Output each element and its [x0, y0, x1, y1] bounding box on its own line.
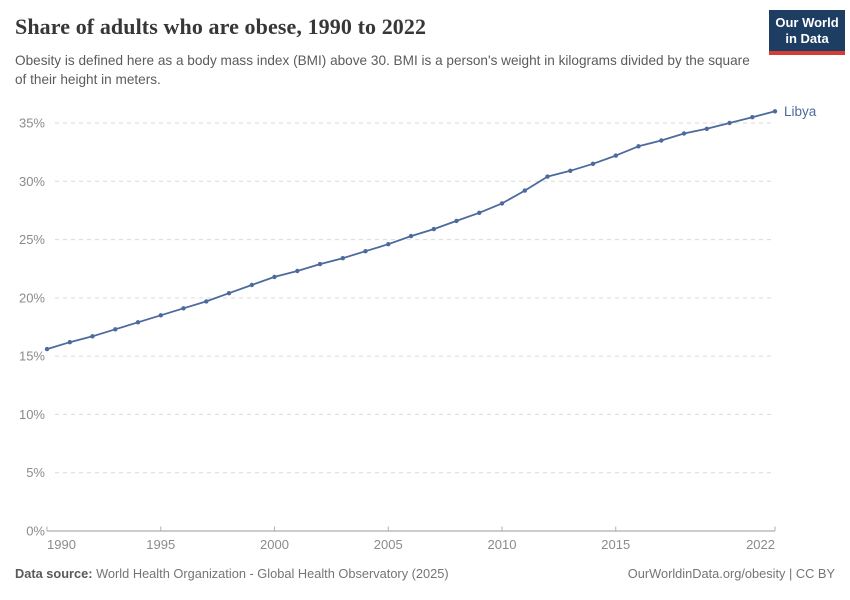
- y-axis-label: 10%: [19, 407, 45, 422]
- x-axis-label: 2005: [374, 537, 403, 552]
- entity-label-libya: Libya: [784, 104, 817, 119]
- owid-logo-line2: in Data: [785, 31, 829, 46]
- data-point: [317, 261, 323, 267]
- y-axis-label: 30%: [19, 174, 45, 189]
- data-point: [135, 320, 141, 325]
- data-point: [113, 327, 118, 332]
- trend-line-libya: [46, 110, 776, 351]
- data-point: [454, 218, 459, 224]
- data-point: [477, 210, 482, 215]
- data-point: [636, 144, 641, 149]
- owid-logo[interactable]: Our World in Data: [769, 10, 845, 55]
- page-title: Share of adults who are obese, 1990 to 2…: [15, 14, 427, 39]
- data-point: [67, 340, 73, 345]
- data-point: [522, 188, 527, 193]
- data-point: [431, 226, 436, 232]
- data-point: [590, 161, 596, 166]
- data-point: [613, 153, 618, 158]
- data-point: [681, 131, 687, 136]
- chart-footer: Data source: World Health Organization -…: [15, 566, 835, 581]
- data-point: [340, 256, 345, 261]
- credit-link[interactable]: OurWorldinData.org/obesity | CC BY: [627, 566, 835, 581]
- y-axis-label: 5%: [26, 465, 45, 480]
- data-point: [659, 138, 664, 143]
- data-point: [386, 242, 391, 247]
- data-point: [90, 334, 95, 339]
- data-point: [44, 346, 50, 352]
- data-point: [408, 233, 414, 239]
- y-axis-label: 0%: [26, 524, 45, 539]
- x-axis-label: 2000: [260, 537, 289, 552]
- x-axis-label: 1990: [47, 537, 76, 552]
- data-point: [545, 174, 550, 179]
- data-point: [772, 109, 778, 114]
- data-point: [158, 313, 163, 318]
- x-axis-label: 2010: [488, 537, 517, 552]
- data-point: [568, 168, 573, 173]
- data-point: [750, 115, 755, 120]
- data-point: [295, 268, 300, 274]
- data-point: [249, 282, 254, 288]
- data-point: [363, 249, 368, 254]
- data-source-label: Data source:: [15, 566, 93, 581]
- x-axis-label: 1995: [146, 537, 175, 552]
- data-point: [704, 126, 709, 131]
- y-axis-label: 35%: [19, 116, 45, 131]
- data-point: [204, 299, 209, 304]
- data-point: [727, 120, 732, 126]
- data-point: [499, 201, 505, 206]
- data-point: [181, 306, 186, 311]
- y-axis-label: 25%: [19, 232, 45, 247]
- y-axis-label: 20%: [19, 290, 45, 305]
- y-axis-label: 15%: [19, 349, 45, 364]
- x-axis-label: 2015: [601, 537, 630, 552]
- data-point: [272, 274, 277, 280]
- data-point: [226, 291, 232, 296]
- chart-subtitle: Obesity is defined here as a body mass i…: [15, 53, 750, 88]
- data-source-text: World Health Organization - Global Healt…: [92, 566, 449, 581]
- data-source: Data source: World Health Organization -…: [15, 566, 449, 581]
- x-axis-label: 2022: [746, 537, 775, 552]
- owid-logo-line1: Our World: [775, 15, 839, 30]
